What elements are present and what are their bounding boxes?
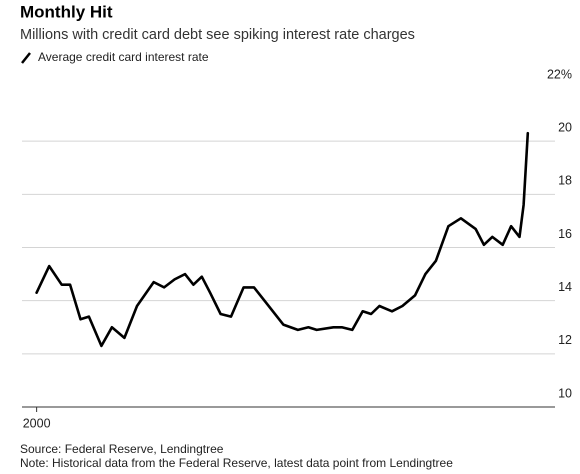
legend-label: Average credit card interest rate (38, 50, 209, 64)
y-tick-label: 10 (558, 386, 572, 400)
legend-swatch (21, 52, 31, 64)
chart-title: Monthly Hit (20, 2, 113, 21)
y-tick-label: 12 (558, 333, 572, 347)
chart-subtitle: Millions with credit card debt see spiki… (20, 27, 415, 43)
y-tick-label: 14 (558, 280, 572, 294)
y-tick-label: 20 (558, 120, 572, 134)
source: Source: Federal Reserve, Lendingtree (20, 442, 224, 456)
x-tick-label: 2000 (23, 416, 51, 430)
y-tick-label: 22% (547, 67, 572, 81)
line (35, 131, 530, 348)
note: Note: Historical data from the Federal R… (20, 456, 453, 470)
y-tick-label: 16 (558, 227, 572, 241)
y-tick-label: 18 (558, 174, 572, 188)
